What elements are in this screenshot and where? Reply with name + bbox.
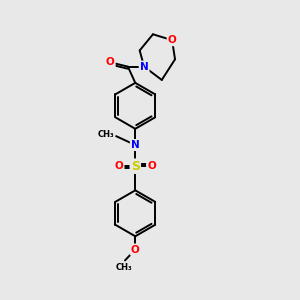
Text: N: N xyxy=(131,140,140,150)
Text: CH₃: CH₃ xyxy=(115,263,132,272)
Text: O: O xyxy=(168,35,176,45)
Text: O: O xyxy=(115,161,124,171)
Text: N: N xyxy=(140,62,148,72)
Text: CH₃: CH₃ xyxy=(97,130,114,139)
Text: O: O xyxy=(147,161,156,171)
Text: O: O xyxy=(131,244,140,254)
Text: S: S xyxy=(131,160,140,173)
Text: O: O xyxy=(106,57,115,67)
